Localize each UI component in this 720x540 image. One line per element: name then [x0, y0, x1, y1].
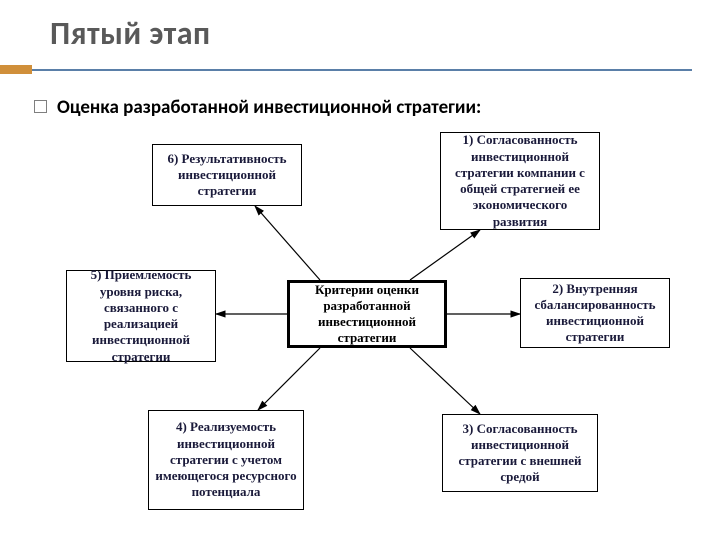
diagram: Критерии оценки разработанной инвестицио… — [0, 130, 720, 540]
node-n6: 6) Результативность инвестиционной страт… — [152, 144, 302, 206]
node-n5: 5) Приемлемость уровня риска, связанного… — [66, 270, 216, 362]
node-n4: 4) Реализуемость инвестиционной стратеги… — [148, 410, 304, 510]
arrow — [258, 348, 320, 410]
node-n2: 2) Внутренняя сбалансированность инвести… — [520, 278, 670, 348]
page-title: Пятый этап — [50, 14, 720, 53]
arrow — [255, 206, 320, 280]
arrow — [410, 230, 480, 280]
title-rule — [32, 69, 692, 71]
node-n3: 3) Согласованность инвестиционной страте… — [442, 414, 598, 492]
arrow — [410, 348, 480, 414]
center-node: Критерии оценки разработанной инвестицио… — [287, 280, 447, 348]
bullet-icon — [34, 100, 47, 113]
accent-bar — [0, 65, 32, 74]
node-n1: 1) Согласованность инвестиционной страте… — [440, 132, 600, 230]
subtitle-row: Оценка разработанной инвестиционной стра… — [34, 96, 690, 119]
subtitle-text: Оценка разработанной инвестиционной стра… — [57, 96, 481, 119]
